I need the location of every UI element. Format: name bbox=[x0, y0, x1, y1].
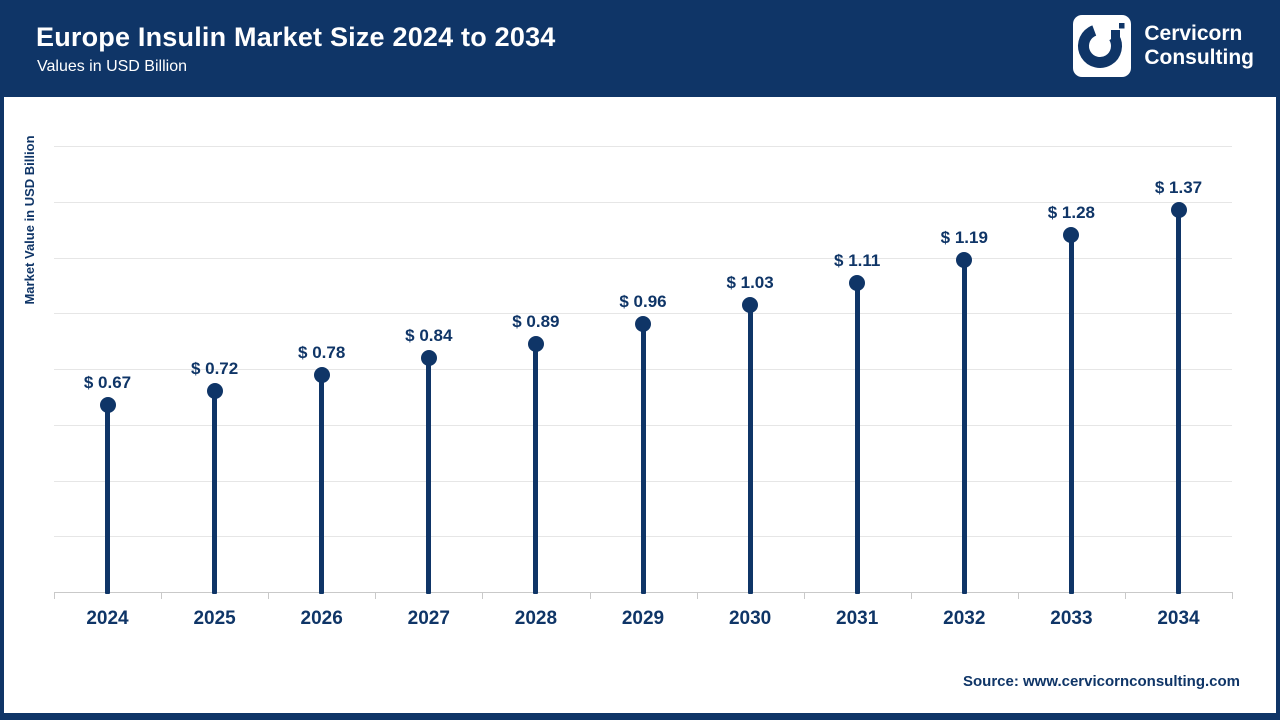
gridline bbox=[54, 313, 1232, 315]
data-label: $ 0.96 bbox=[619, 292, 667, 312]
lollipop-dot bbox=[742, 296, 759, 313]
data-label: $ 0.67 bbox=[83, 373, 132, 393]
y-axis-title: Market Value in USD Billion bbox=[22, 135, 37, 305]
brand-logo: Cervicorn Consulting bbox=[1073, 15, 1254, 77]
gridline bbox=[54, 146, 1232, 147]
x-axis-tick-label: 2024 bbox=[86, 608, 129, 629]
data-label: $ 0.78 bbox=[298, 342, 346, 362]
lollipop-dot bbox=[1170, 202, 1187, 219]
x-axis-tick-label: 2029 bbox=[621, 608, 665, 629]
x-axis-tick bbox=[1017, 592, 1019, 599]
x-axis-tick bbox=[482, 592, 484, 599]
lollipop-stem bbox=[747, 304, 753, 594]
brand-logo-text: Cervicorn Consulting bbox=[1144, 22, 1254, 69]
lollipop-dot bbox=[206, 383, 223, 400]
lollipop-dot bbox=[313, 366, 330, 383]
lollipop-stem bbox=[854, 282, 860, 594]
data-label: $ 1.03 bbox=[726, 272, 774, 292]
lollipop-stem bbox=[640, 324, 646, 594]
x-axis-tick bbox=[1232, 592, 1233, 599]
lollipop-stem bbox=[319, 374, 325, 594]
x-axis-tick-label: 2027 bbox=[407, 608, 450, 629]
data-label: $ 1.19 bbox=[940, 228, 988, 248]
x-axis-tick bbox=[161, 592, 163, 599]
lollipop-stem bbox=[212, 391, 218, 594]
x-axis-tick-label: 2033 bbox=[1050, 608, 1093, 629]
chart-title: Europe Insulin Market Size 2024 to 2034 bbox=[36, 22, 556, 52]
lollipop-stem bbox=[1068, 235, 1074, 594]
header-bar: Europe Insulin Market Size 2024 to 2034 … bbox=[4, 0, 1276, 97]
lollipop-dot bbox=[635, 316, 651, 333]
lollipop-dot bbox=[849, 274, 866, 291]
c-mark-icon bbox=[1078, 23, 1125, 68]
brand-logo-icon bbox=[1073, 15, 1132, 77]
data-label: $ 1.37 bbox=[1154, 178, 1203, 198]
data-label: $ 1.28 bbox=[1047, 203, 1096, 223]
data-label: $ 0.89 bbox=[512, 311, 560, 331]
x-axis-tick-label: 2032 bbox=[943, 608, 986, 629]
x-axis-tick bbox=[696, 592, 698, 599]
data-label: $ 0.84 bbox=[405, 325, 453, 345]
x-axis-tick-label: 2031 bbox=[836, 608, 879, 629]
data-label: $ 1.11 bbox=[834, 250, 881, 270]
x-axis-tick bbox=[375, 592, 377, 599]
x-axis-tick bbox=[910, 592, 912, 599]
source-note: Source: www.cervicornconsulting.com bbox=[962, 673, 1240, 690]
chart-subtitle: Values in USD Billion bbox=[37, 58, 187, 75]
gridline bbox=[54, 257, 1232, 259]
x-axis-tick-label: 2030 bbox=[728, 608, 772, 629]
lollipop-dot bbox=[527, 335, 544, 352]
brand-name-line2: Consulting bbox=[1144, 46, 1254, 69]
lollipop-dot bbox=[420, 349, 437, 366]
x-axis-tick bbox=[268, 592, 270, 599]
lollipop-stem bbox=[961, 260, 967, 594]
x-axis-tick-label: 2028 bbox=[514, 608, 558, 629]
x-axis-tick bbox=[1124, 592, 1126, 599]
x-axis-tick bbox=[589, 592, 591, 599]
gridline bbox=[54, 201, 1232, 203]
lollipop-stem bbox=[1176, 210, 1181, 594]
lollipop-stem bbox=[105, 405, 110, 594]
x-axis-tick bbox=[54, 592, 55, 599]
lollipop-dot bbox=[1063, 227, 1080, 244]
lollipop-dot bbox=[956, 252, 973, 269]
brand-name-line1: Cervicorn bbox=[1144, 22, 1243, 46]
x-axis-tick-label: 2034 bbox=[1157, 608, 1200, 629]
chart-area: Market Value in USD Billion $ 0.67 2024 $ … bbox=[4, 97, 1276, 713]
x-axis-tick bbox=[803, 592, 805, 599]
lollipop-stem bbox=[426, 357, 432, 594]
lollipop-dot bbox=[99, 397, 116, 414]
lollipop-stem bbox=[533, 343, 539, 594]
x-axis-tick-label: 2026 bbox=[300, 608, 343, 629]
data-label: $ 0.72 bbox=[190, 359, 239, 379]
x-axis-tick-label: 2025 bbox=[193, 608, 236, 629]
